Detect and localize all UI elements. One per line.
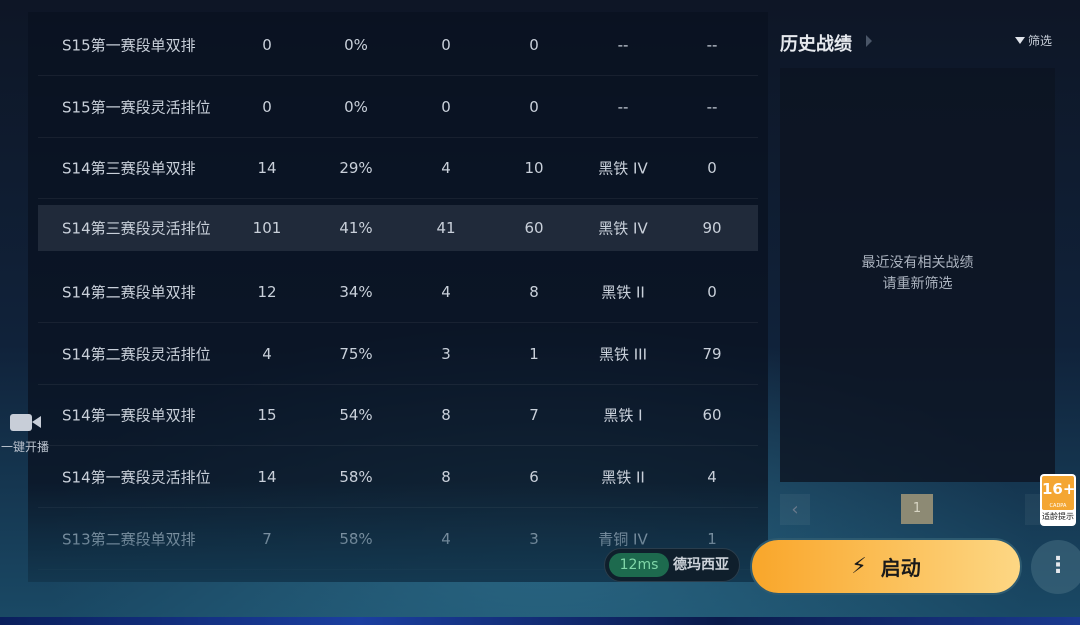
server-selector[interactable]: 12ms 德玛西亚 (604, 548, 740, 582)
cell-rank: 黑铁 II (601, 283, 645, 302)
cell-losses: 7 (529, 406, 539, 425)
age-label: 16+ (1042, 480, 1076, 498)
cell-games: 4 (262, 344, 272, 363)
one-click-stream-button[interactable]: 一键开播 (0, 412, 50, 455)
cell-lp: -- (706, 97, 718, 116)
cell-wins: 0 (441, 36, 451, 54)
cell-season: S14第三赛段灵活排位 (62, 219, 211, 238)
cell-season: S14第三赛段单双排 (62, 159, 196, 178)
table-row[interactable]: S14第二赛段单双排 12 34% 4 8 黑铁 II 0 (38, 262, 758, 323)
table-row[interactable]: S14第三赛段单双排 14 29% 4 10 黑铁 IV 0 (38, 138, 758, 200)
age-org: CADPA (1049, 503, 1067, 509)
table-row[interactable]: S15第一赛段单双排 0 0% 0 0 -- -- (38, 15, 758, 76)
empty-message: 最近没有相关战绩 请重新筛选 (780, 253, 1055, 295)
cell-rank: 黑铁 IV (598, 219, 648, 238)
cell-games: 14 (257, 467, 277, 486)
cell-winrate: 29% (339, 159, 373, 178)
cell-winrate: 75% (339, 344, 373, 363)
empty-line-1: 最近没有相关战绩 (861, 255, 974, 271)
cell-games: 15 (257, 406, 277, 425)
age-note: 适龄提示 (1042, 512, 1074, 521)
cell-winrate: 58% (339, 467, 373, 486)
prev-page-button[interactable]: ‹ (780, 494, 810, 525)
cell-losses: 0 (529, 36, 539, 54)
cell-wins: 4 (441, 282, 451, 301)
cell-games: 0 (262, 97, 272, 116)
cell-winrate: 41% (339, 219, 373, 238)
cell-winrate: 0% (344, 97, 368, 116)
more-options-button[interactable]: ⋮ (1031, 540, 1080, 594)
cell-season: S14第二赛段单双排 (62, 283, 196, 302)
cell-season: S14第二赛段灵活排位 (62, 345, 211, 363)
empty-line-2: 请重新筛选 (882, 276, 953, 292)
age-rating-badge: 16+ CADPA 适龄提示 (1040, 474, 1076, 526)
cell-losses: 10 (524, 159, 544, 178)
cell-losses: 0 (529, 97, 539, 116)
cell-games: 14 (257, 159, 277, 178)
cell-winrate: 34% (339, 282, 373, 301)
ping-badge: 12ms (609, 553, 669, 577)
filter-icon (1015, 37, 1025, 44)
cell-wins: 8 (441, 406, 451, 425)
ranked-stats-table: S15第一赛段单双排 0 0% 0 0 -- -- S15第一赛段灵活排位 0 0% 0 0 -- -- S… (28, 12, 768, 582)
cell-lp: 0 (707, 282, 717, 301)
cell-winrate: 0% (344, 36, 368, 54)
cell-rank: 黑铁 IV (598, 159, 648, 178)
cell-season: S15第一赛段灵活排位 (62, 98, 211, 117)
cell-losses: 60 (524, 219, 544, 238)
table-row[interactable]: S14第三赛段灵活排位 101 41% 41 60 黑铁 IV 90 (38, 205, 758, 252)
history-list: 最近没有相关战绩 请重新筛选 (780, 68, 1055, 482)
cell-lp: 4 (707, 467, 717, 486)
cell-losses: 1 (529, 344, 539, 363)
cell-rank: -- (617, 97, 629, 116)
cell-lp: -- (706, 36, 718, 54)
start-label: 启动 (880, 556, 921, 580)
lightning-icon: ⚡ (851, 554, 867, 579)
cell-season: S14第一赛段单双排 (62, 406, 196, 425)
cell-rank: 黑铁 I (603, 406, 643, 425)
table-row[interactable]: S14第一赛段单双排 15 54% 8 7 黑铁 I 60 (38, 385, 758, 447)
cell-games: 12 (257, 282, 277, 301)
page-number[interactable]: 1 (901, 494, 933, 524)
cell-lp: 0 (707, 159, 717, 178)
cell-wins: 4 (441, 159, 451, 178)
stream-label: 一键开播 (0, 440, 49, 454)
start-button[interactable]: ⚡ 启动 (750, 538, 1022, 595)
filter-label: 筛选 (1028, 34, 1053, 48)
cell-wins: 3 (441, 344, 451, 363)
cell-rank: 黑铁 III (598, 345, 648, 363)
cell-rank: -- (617, 36, 629, 54)
cell-games: 101 (252, 219, 282, 238)
cell-losses: 8 (529, 282, 539, 301)
chevron-right-icon[interactable] (866, 35, 872, 47)
history-title[interactable]: 历史战绩 (780, 34, 852, 55)
table-row[interactable]: S14第二赛段灵活排位 4 75% 3 1 黑铁 III 79 (38, 324, 758, 385)
cell-wins: 8 (441, 467, 451, 486)
server-name: 德玛西亚 (673, 557, 729, 573)
cell-season: S15第一赛段单双排 (62, 36, 196, 55)
cell-rank: 黑铁 II (601, 468, 645, 487)
cell-lp: 60 (702, 406, 722, 425)
cell-lp: 90 (702, 219, 722, 238)
video-camera-icon (10, 412, 41, 432)
cell-games: 0 (262, 36, 272, 54)
cell-lp: 79 (702, 344, 722, 363)
cell-wins: 0 (441, 97, 451, 116)
cell-season: S14第一赛段灵活排位 (62, 468, 211, 487)
taskbar (0, 617, 1080, 625)
cell-losses: 6 (529, 467, 539, 486)
cell-wins: 41 (436, 219, 456, 238)
filter-button[interactable]: 筛选 (1015, 32, 1052, 49)
cell-winrate: 54% (339, 406, 373, 425)
table-row[interactable]: S15第一赛段灵活排位 0 0% 0 0 -- -- (38, 77, 758, 138)
